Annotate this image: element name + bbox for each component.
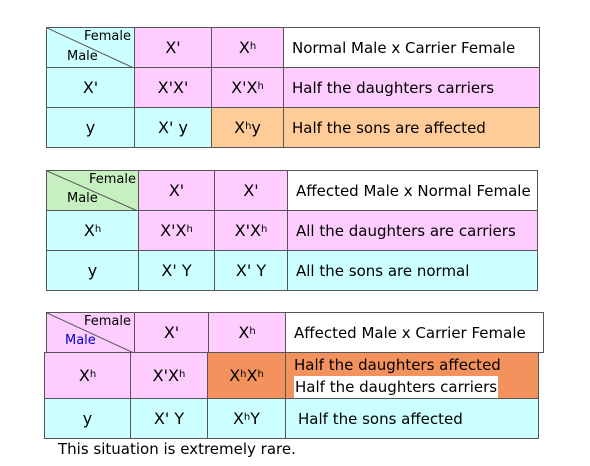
row2-head: y (44, 398, 131, 439)
male-label: Male (65, 333, 96, 348)
corner-header-1: Female Male (46, 27, 135, 68)
male-label: Male (67, 49, 98, 64)
corner-header-2: Female Male (46, 170, 139, 211)
row1-head: X' (46, 67, 135, 108)
male-label: Male (67, 191, 98, 206)
cross-title: Normal Male x Carrier Female (283, 27, 540, 68)
cross-title: Affected Male x Normal Female (287, 170, 538, 211)
row1-cell2: X'X h (211, 67, 284, 108)
row1-cell1: X'X h (130, 352, 208, 399)
corner-header-3: Female Male (46, 312, 135, 353)
row2-desc: Half the sons are affected (283, 107, 540, 148)
header-col1: X' (134, 27, 212, 68)
diagonal-line-icon (47, 28, 133, 67)
row1-desc: Half the daughters carriers (283, 67, 540, 108)
row2-cell1: X' Y (130, 398, 208, 439)
female-label: Female (83, 29, 131, 44)
row1-cell2: X'X h (214, 210, 288, 251)
row1-cell1: X'X' (134, 67, 212, 108)
female-label: Female (88, 172, 136, 187)
row1-desc: Half the daughters affected Half the dau… (285, 352, 539, 399)
header-col2: X' (214, 170, 288, 211)
header-col1: X' (134, 312, 209, 353)
row1-desc: All the daughters are carriers (287, 210, 538, 251)
diagonal-line-icon (47, 171, 137, 210)
desc-line-affected: Half the daughters affected (294, 355, 501, 374)
row1-cell1: X'X h (138, 210, 215, 251)
row2-head: y (46, 250, 139, 291)
female-label: Female (83, 314, 131, 329)
desc-line-carriers: Half the daughters carriers (294, 375, 499, 398)
header-col1: X' (138, 170, 215, 211)
footnote: This situation is extremely rare. (58, 440, 296, 458)
cross-title: Affected Male x Carrier Female (285, 312, 544, 353)
row2-cell2: X' Y (214, 250, 288, 291)
row2-head: y (46, 107, 135, 148)
row2-cell1: X' y (134, 107, 212, 148)
row2-cell1: X' Y (138, 250, 215, 291)
row2-desc: All the sons are normal (287, 250, 538, 291)
diagonal-line-icon (47, 313, 133, 352)
row2-desc: Half the sons affected (285, 398, 539, 439)
